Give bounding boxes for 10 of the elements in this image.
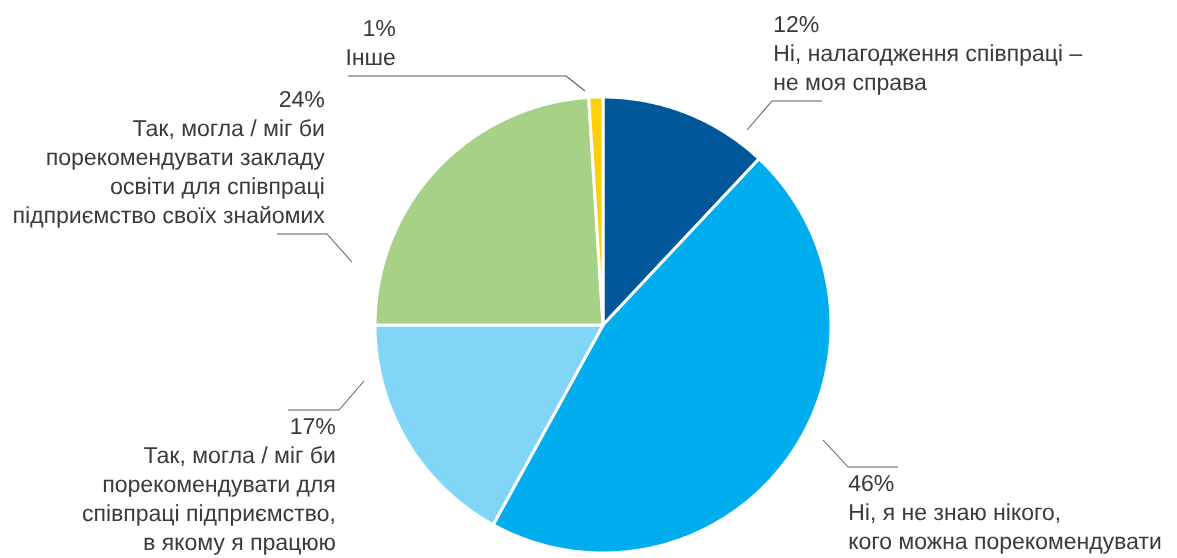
slice-label: Ні, я не знаю нікого, кого можна порекомендувати: [849, 503, 1161, 554]
slice-label: Ні, налагодження співпраці – не моя справа: [774, 44, 1083, 95]
slice-label: Інше: [347, 49, 395, 66]
data-label: 24%: [279, 90, 324, 108]
slice-label: Так, могла / міг би порекомендувати для співпраці підприємство, в якому я працюю: [82, 446, 335, 555]
data-label: 46%: [848, 474, 894, 492]
data-label: 17%: [291, 418, 335, 435]
data-label: 12%: [774, 15, 819, 33]
slice-label: Так, могла / міг би порекомендувати закладу освіти для співпраці підприємство своїх знайомих: [14, 119, 325, 228]
data-label: 1%: [364, 20, 395, 37]
